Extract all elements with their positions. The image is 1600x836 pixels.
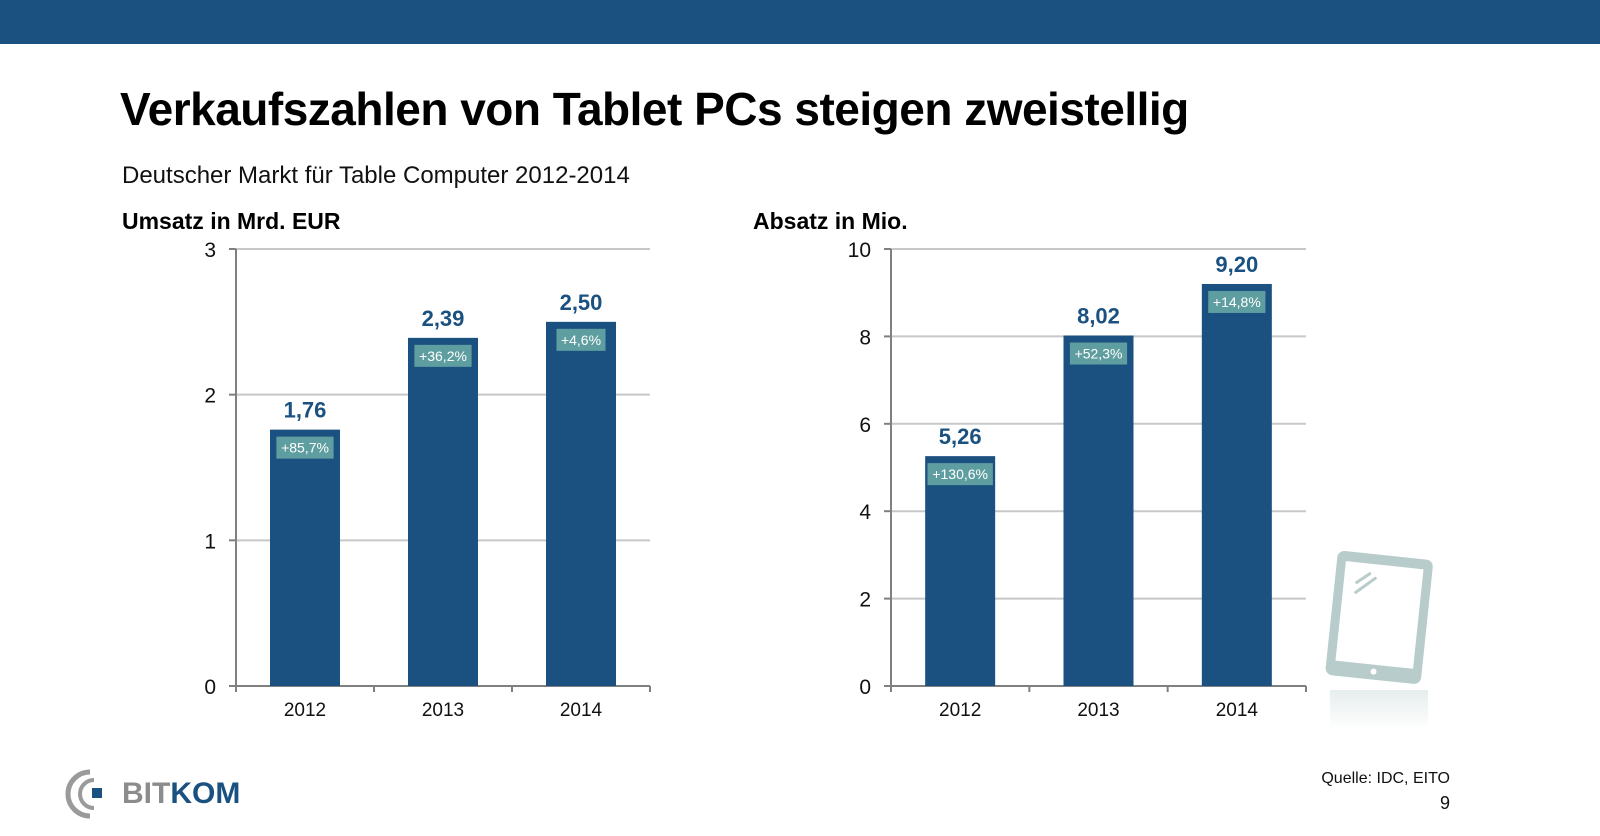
y-tick-label: 0 [204,676,216,699]
growth-label: +52,3% [1075,346,1123,362]
growth-label: +36,2% [419,348,467,364]
x-tick-label: 2012 [939,700,981,721]
page-number: 9 [1439,793,1450,813]
logo-text-kom: KOM [170,777,241,810]
bar-value-label: 5,26 [939,424,982,449]
bar-value-label: 8,02 [1077,304,1120,329]
tablet-icon [1320,545,1460,740]
growth-label-bg [276,436,334,459]
y-tick-label: 1 [204,530,216,553]
x-tick-label: 2014 [560,700,603,721]
y-tick-label: 0 [859,676,871,699]
y-tick-label: 4 [859,501,871,524]
y-tick-label: 10 [848,239,871,262]
slide-subtitle: Deutscher Markt für Table Computer 2012-… [122,162,630,189]
bar-value-label: 2,50 [560,290,603,315]
growth-label-bg [1069,342,1128,365]
bar [270,429,340,686]
logo-text-bit: BIT [122,777,171,810]
bar [1201,283,1272,686]
x-tick-label: 2012 [284,700,326,721]
bar [925,456,996,686]
bar [408,337,478,686]
bitkom-logo-icon [65,769,102,819]
x-tick-label: 2014 [1216,700,1259,721]
bar [546,321,616,686]
growth-label: +4,6% [561,332,601,348]
bar-value-label: 2,39 [422,306,465,331]
source-note: Quelle: IDC, EITO [1321,770,1450,787]
growth-label: +85,7% [281,440,329,456]
growth-label-bg [927,463,993,486]
y-tick-label: 8 [859,326,871,349]
revenue-chart-title: Umsatz in Mrd. EUR [122,208,341,234]
y-tick-label: 2 [859,589,871,612]
bar-value-label: 1,76 [284,398,327,423]
x-tick-label: 2013 [422,700,464,721]
y-tick-label: 2 [204,385,216,408]
growth-label-bg [556,328,606,351]
growth-label-bg [414,344,472,367]
growth-label: +130,6% [932,466,988,482]
growth-label-bg [1208,290,1266,313]
growth-label: +14,8% [1213,294,1261,310]
bar-value-label: 9,20 [1215,252,1258,277]
x-tick-label: 2013 [1077,700,1119,721]
header-bar [0,0,1600,44]
bitkom-logo: BITKOM [64,768,240,820]
slide-title: Verkaufszahlen von Tablet PCs steigen zw… [120,83,1189,135]
y-tick-label: 6 [859,414,871,437]
bar [1063,335,1134,686]
y-tick-label: 3 [204,239,216,262]
units-chart-title: Absatz in Mio. [753,208,908,234]
